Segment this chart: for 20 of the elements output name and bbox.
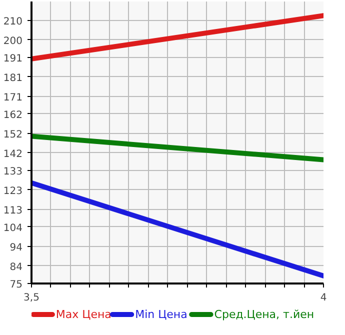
x-tick-label: 3,5 xyxy=(24,292,40,304)
y-tick-label: 181 xyxy=(3,72,23,84)
y-tick-label: 142 xyxy=(3,148,23,160)
y-tick-label: 200 xyxy=(3,36,23,47)
legend-label: Min Цена xyxy=(135,308,188,321)
legend-label: Max Цена xyxy=(56,308,112,321)
x-tick-label: 4 xyxy=(320,292,327,304)
y-tick-label: 84 xyxy=(10,262,23,273)
legend-label: Сред.Цена, т.йен xyxy=(214,308,314,321)
y-tick-label: 210 xyxy=(3,16,23,28)
y-tick-label: 75 xyxy=(10,280,23,290)
y-tick-label: 152 xyxy=(3,129,23,140)
y-tick-label: 191 xyxy=(3,53,23,64)
y-tick-label: 104 xyxy=(3,222,23,234)
y-tick-label: 171 xyxy=(3,92,23,104)
y-tick-label: 113 xyxy=(3,205,23,216)
y-tick-label: 162 xyxy=(3,110,23,121)
y-tick-label: 133 xyxy=(3,166,23,178)
y-tick-label: 94 xyxy=(10,242,23,254)
y-tick-label: 123 xyxy=(3,186,23,197)
